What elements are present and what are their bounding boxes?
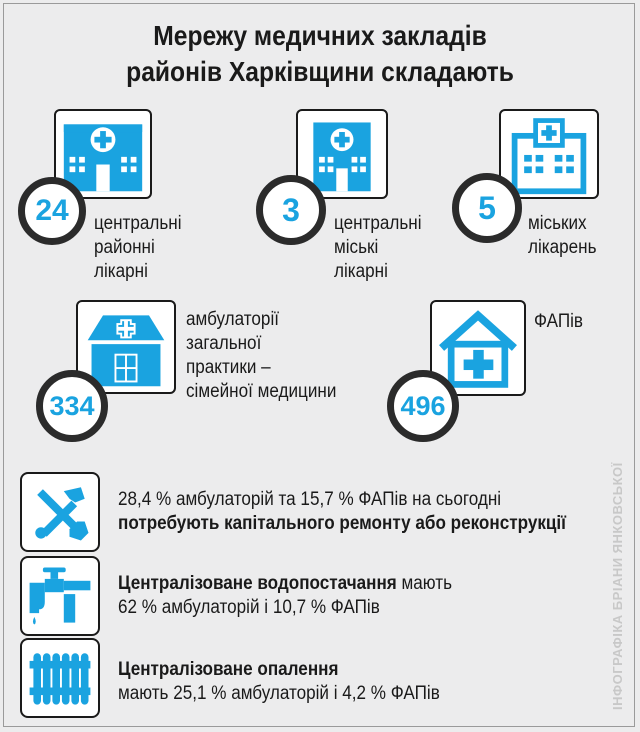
title-line-1: Мережу медичних закладів [153, 20, 487, 51]
fact-text: Централізоване опалення мають 25,1 % амб… [118, 658, 440, 706]
stat-number: 496 [400, 390, 446, 421]
stat-label-line: лікарень [528, 237, 597, 258]
stat-label-line: районні [94, 237, 155, 258]
stat-label-line: міських [528, 213, 587, 234]
fact-text: Централізоване водопостачання мають 62 %… [118, 572, 452, 620]
stat-label-line: лікарні [94, 261, 148, 282]
stat-label-line: лікарні [334, 261, 388, 282]
stat-number: 5 [478, 189, 496, 226]
stat-label-line: практики – [186, 357, 271, 378]
radiator-icon [20, 638, 100, 718]
stat-number-circle: 24 [18, 177, 86, 245]
fact-text-line: 62 % амбулаторій і 10,7 % ФАПів [118, 597, 380, 618]
stat-label-line: амбулаторії [186, 309, 279, 330]
stat-label-line: центральні [334, 213, 422, 234]
water-tap-icon [20, 556, 100, 636]
fact-text-bold: Централізоване опалення [118, 659, 339, 680]
frame [3, 3, 635, 727]
stat-label-line: центральні [94, 213, 182, 234]
stat-number-circle: 334 [36, 370, 108, 442]
fact-text-line: 28,4 % амбулаторій та 15,7 % ФАПів на сь… [118, 489, 502, 510]
stat-number-circle: 3 [256, 175, 326, 245]
stat-label: центральні міські лікарні [334, 212, 422, 284]
tools-icon [20, 472, 100, 552]
credit-text: ІНФОГРАФІКА БРІАНИ ЯНКОВСЬКОЇ [610, 462, 625, 710]
fact-text-line: мають 25,1 % амбулаторій і 4,2 % ФАПів [118, 683, 440, 704]
stat-number-circle: 496 [387, 370, 459, 442]
stat-label-line: сімейної медицини [186, 381, 337, 402]
stat-number-circle: 5 [452, 173, 522, 243]
page-title: Мережу медичних закладів районів Харківщ… [38, 18, 601, 90]
fact-text-line: мають [396, 573, 452, 594]
stat-label-line: ФАПів [534, 311, 584, 332]
clinic-icon [76, 300, 176, 394]
title-line-2: районів Харківщини складають [126, 56, 514, 87]
stat-number: 24 [35, 194, 69, 227]
stat-label: амбулаторії загальної практики – сімейно… [186, 308, 336, 404]
stat-label-line: міські [334, 237, 379, 258]
stat-label: міських лікарень [528, 212, 597, 260]
fact-text-bold: Централізоване водопостачання [118, 573, 397, 594]
stat-number: 334 [49, 390, 95, 421]
stat-label-line: загальної [186, 333, 262, 354]
stat-number: 3 [282, 191, 300, 228]
stat-label: ФАПів [534, 310, 583, 334]
fact-text: 28,4 % амбулаторій та 15,7 % ФАПів на сь… [118, 488, 566, 536]
stat-label: центральні районні лікарні [94, 212, 182, 284]
hospital-icon [499, 109, 599, 199]
fact-text-bold: потребують капітального ремонту або реко… [118, 513, 566, 534]
